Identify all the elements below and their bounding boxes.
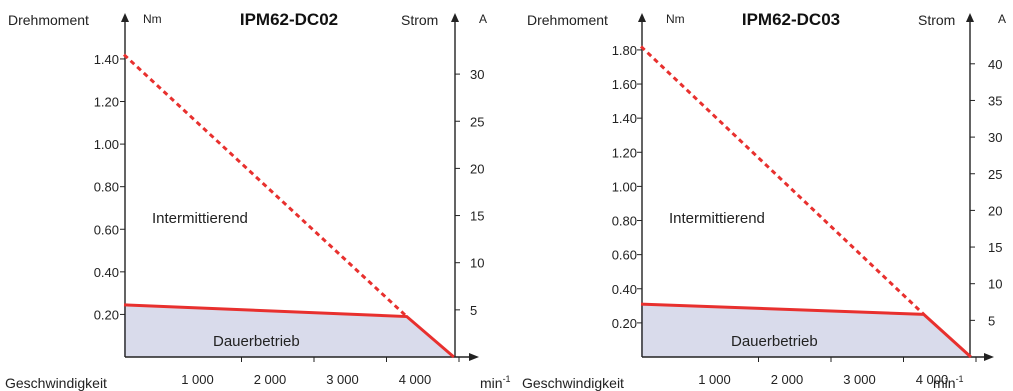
y2-tick-label: 25: [470, 114, 484, 129]
y-axis-left-unit: Nm: [143, 12, 162, 26]
y-tick-label: 0.40: [94, 265, 119, 280]
intermittent-label: Intermittierend: [669, 210, 765, 227]
continuous-label: Dauerbetrieb: [213, 333, 300, 350]
y-tick-label: 0.40: [612, 282, 637, 297]
intermittent-line: [639, 45, 925, 316]
y-axis-right-unit: A: [479, 12, 487, 26]
y2-tick-label: 5: [470, 303, 477, 318]
chart-2: 0.20 0.40 0.60 0.80 1.00 1.20 1.40 1.60 1.80 5 10 1…: [522, 10, 1006, 391]
y-tick-label: 0.20: [612, 316, 637, 331]
y-axis-left-title: Drehmoment: [527, 12, 608, 28]
y-tick-label: 1.80: [612, 43, 637, 58]
continuous-area: [124, 304, 454, 357]
y2-tick-label: 35: [988, 93, 1002, 108]
y2-tick-label: 30: [988, 130, 1002, 145]
x-axis-unit: min-1: [480, 374, 511, 391]
y2-tick-label: 5: [988, 313, 995, 328]
y2-tick-label: 30: [470, 67, 484, 82]
y-tick-label: 1.20: [612, 145, 637, 160]
y-tick-label: 1.00: [612, 179, 637, 194]
continuous-area: [641, 304, 971, 357]
x-tick-label: 3 000: [326, 372, 359, 387]
y-tick-label: 1.40: [94, 52, 119, 67]
y-tick-label: 0.80: [94, 180, 119, 195]
x-axis-title: Geschwindigkeit: [5, 375, 107, 391]
x-tick-label: 4 000: [399, 372, 432, 387]
y2-tick-label: 10: [470, 256, 484, 271]
x-tick-label: 4 000: [916, 372, 949, 387]
x-tick-label: 1 000: [698, 372, 731, 387]
y2-tick-label: 25: [988, 167, 1002, 182]
y-axis-right-arrow: [966, 13, 974, 22]
y-axis-right-title: Strom: [918, 12, 955, 28]
y-tick-label: 0.20: [94, 307, 119, 322]
y2-tick-label: 40: [988, 57, 1002, 72]
y-tick-label: 1.00: [94, 137, 119, 152]
y2-tick-label: 20: [470, 161, 484, 176]
y-axis-left-unit: Nm: [666, 12, 685, 26]
y2-tick-label: 15: [988, 240, 1002, 255]
chart-title: IPM62-DC03: [742, 10, 840, 29]
x-axis-arrow: [984, 353, 994, 361]
chart-1: 0.20 0.40 0.60 0.80 1.00 1.20 1.40 5 10 15 20 25 30 1…: [5, 10, 511, 391]
continuous-line: [640, 302, 972, 359]
y2-tick-label: 15: [470, 209, 484, 224]
y2-tick-label: 10: [988, 277, 1002, 292]
y-axis-right-arrow: [451, 13, 459, 22]
intermittent-label: Intermittierend: [152, 210, 248, 227]
y-tick-label: 0.60: [94, 222, 119, 237]
y-axis-left-title: Drehmoment: [8, 12, 89, 28]
x-axis-arrow: [469, 353, 479, 361]
x-tick-label: 3 000: [843, 372, 876, 387]
chart-title: IPM62-DC02: [240, 10, 338, 29]
y-tick-label: 0.60: [612, 248, 637, 263]
y-tick-label: 1.60: [612, 77, 637, 92]
x-axis-unit: min-1: [933, 374, 964, 391]
y-axis-left-arrow: [121, 13, 129, 22]
x-tick-label: 2 000: [771, 372, 804, 387]
x-axis-title: Geschwindigkeit: [522, 375, 624, 391]
x-tick-label: 2 000: [254, 372, 287, 387]
y-axis-right-title: Strom: [401, 12, 438, 28]
continuous-label: Dauerbetrieb: [731, 333, 818, 350]
intermittent-line: [122, 53, 408, 318]
y-axis-left-arrow: [638, 13, 646, 22]
continuous-line: [123, 303, 455, 359]
y-tick-label: 0.80: [612, 214, 637, 229]
y-tick-label: 1.20: [94, 95, 119, 110]
y2-tick-label: 20: [988, 203, 1002, 218]
x-tick-label: 1 000: [181, 372, 214, 387]
y-tick-label: 1.40: [612, 111, 637, 126]
y-axis-right-unit: A: [998, 12, 1006, 26]
